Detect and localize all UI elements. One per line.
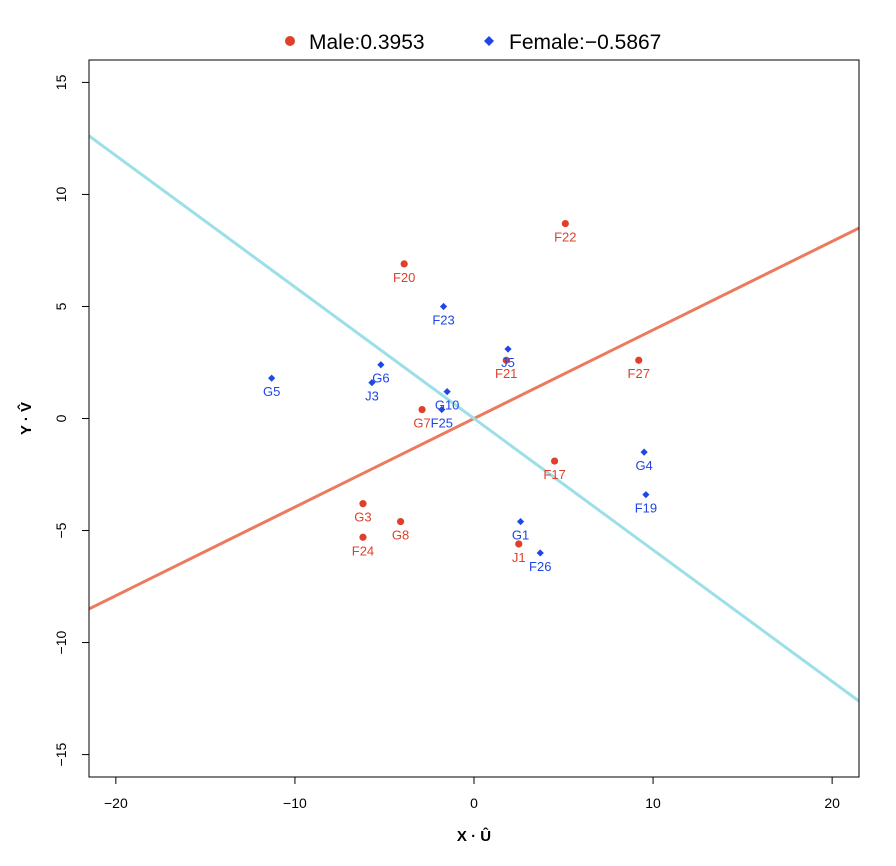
data-point-g6: G6 bbox=[372, 361, 390, 386]
data-point-j1: J1 bbox=[512, 540, 526, 565]
data-point-g5: G5 bbox=[263, 374, 280, 399]
point-marker bbox=[504, 345, 512, 353]
point-label: F19 bbox=[635, 501, 657, 516]
point-label: J1 bbox=[512, 550, 526, 565]
data-point-g8: G8 bbox=[392, 517, 409, 543]
point-marker bbox=[515, 540, 523, 548]
data-point-f19: F19 bbox=[635, 491, 657, 516]
x-tick-label: 0 bbox=[470, 795, 478, 811]
y-tick-label: −15 bbox=[53, 743, 69, 767]
legend-item-male: Male:0.3953 bbox=[285, 31, 425, 54]
point-label: F27 bbox=[628, 366, 650, 381]
point-marker bbox=[400, 260, 408, 268]
data-point-j5: J5 bbox=[501, 345, 515, 370]
female-regression-line bbox=[89, 134, 859, 703]
point-marker bbox=[359, 533, 367, 541]
legend-item-female: Female:−0.5867 bbox=[484, 31, 661, 54]
point-label: F23 bbox=[432, 312, 454, 327]
regression-lines bbox=[89, 134, 859, 703]
data-point-f20: F20 bbox=[393, 260, 415, 285]
data-point-f26: F26 bbox=[529, 549, 551, 574]
y-tick-label: −5 bbox=[53, 522, 69, 538]
point-marker bbox=[550, 457, 559, 465]
data-point-f21: F21 bbox=[495, 356, 517, 381]
point-marker bbox=[561, 219, 569, 228]
legend-label-male: Male:0.3953 bbox=[309, 31, 425, 54]
data-points: F22 F20 F21 F27 G7 F17 G3 G8 F24 J1 F23 J5 G5 G6 J3 G10… bbox=[263, 219, 657, 574]
point-label: G8 bbox=[392, 528, 409, 543]
data-point-g3: G3 bbox=[354, 500, 372, 525]
x-tick-label: 10 bbox=[645, 795, 661, 811]
point-label: J3 bbox=[365, 389, 379, 404]
y-axis-title: Y · V̂ bbox=[16, 402, 35, 435]
y-tick-label: 15 bbox=[53, 74, 69, 90]
data-point-f23: F23 bbox=[432, 302, 455, 327]
legend-marker-male bbox=[285, 36, 295, 46]
x-axis-title: X · Û bbox=[457, 827, 491, 845]
point-label: G7 bbox=[413, 416, 430, 431]
data-point-f27: F27 bbox=[628, 356, 650, 381]
y-tick-label: 0 bbox=[53, 414, 69, 422]
point-label: J5 bbox=[501, 355, 515, 370]
point-marker bbox=[359, 500, 367, 508]
point-label: F25 bbox=[431, 416, 453, 431]
point-label: F21 bbox=[495, 366, 517, 381]
point-marker bbox=[640, 448, 648, 456]
point-label: F24 bbox=[352, 543, 374, 558]
data-point-f24: F24 bbox=[352, 533, 374, 558]
y-tick-label: 5 bbox=[53, 302, 69, 310]
point-label: F26 bbox=[529, 559, 551, 574]
x-tick-label: −10 bbox=[283, 795, 307, 811]
point-marker bbox=[502, 356, 510, 364]
point-marker bbox=[536, 549, 544, 557]
data-point-g1: G1 bbox=[512, 517, 529, 543]
data-point-g7: G7 bbox=[413, 405, 431, 431]
point-label: G1 bbox=[512, 528, 529, 543]
point-marker bbox=[635, 356, 643, 364]
data-point-f25: F25 bbox=[431, 405, 453, 431]
y-axis: −15 −10 −5 0 5 10 15 bbox=[53, 74, 89, 766]
point-label: G10 bbox=[435, 398, 460, 413]
legend-marker-female bbox=[484, 36, 494, 46]
point-label: G6 bbox=[372, 371, 389, 386]
legend: Male:0.3953 Female:−0.5867 bbox=[285, 31, 661, 54]
point-marker bbox=[443, 388, 451, 396]
y-tick-label: 10 bbox=[53, 186, 69, 202]
point-label: F20 bbox=[393, 270, 415, 285]
point-marker bbox=[396, 517, 405, 526]
point-marker bbox=[439, 302, 448, 311]
point-label: G4 bbox=[635, 458, 652, 473]
x-tick-label: 20 bbox=[824, 795, 840, 811]
point-label: F17 bbox=[543, 467, 565, 482]
point-marker bbox=[418, 405, 426, 414]
x-tick-label: −20 bbox=[104, 795, 128, 811]
data-point-g4: G4 bbox=[635, 448, 653, 473]
point-marker bbox=[368, 379, 376, 387]
point-label: G3 bbox=[354, 510, 371, 525]
data-point-j3: J3 bbox=[365, 379, 379, 404]
point-marker bbox=[438, 405, 446, 414]
data-point-f17: F17 bbox=[543, 457, 566, 482]
point-marker bbox=[642, 491, 650, 499]
point-marker bbox=[377, 361, 385, 369]
data-point-f22: F22 bbox=[554, 219, 577, 245]
point-label: G5 bbox=[263, 384, 280, 399]
point-marker bbox=[268, 374, 276, 382]
x-axis: −20 −10 0 10 20 bbox=[104, 777, 840, 811]
point-marker bbox=[516, 517, 525, 526]
y-tick-label: −10 bbox=[53, 630, 69, 654]
legend-label-female: Female:−0.5867 bbox=[509, 31, 661, 54]
point-label: F22 bbox=[554, 230, 576, 245]
